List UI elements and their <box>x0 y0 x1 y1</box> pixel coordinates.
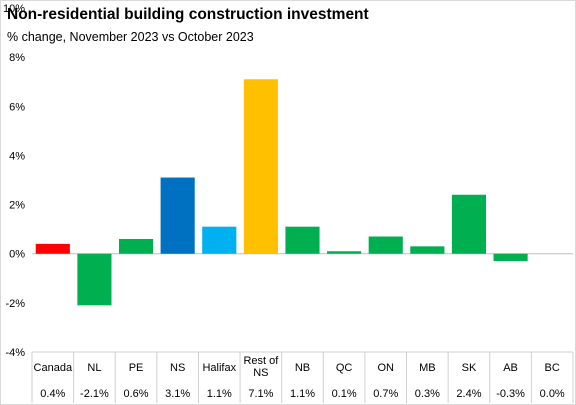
y-tick-label: 6% <box>9 101 25 113</box>
y-tick-label: 0% <box>9 249 25 261</box>
category-label: NB <box>295 362 310 374</box>
bar-9 <box>410 246 445 254</box>
data-label: -0.3% <box>496 388 525 400</box>
data-label: 1.1% <box>290 388 315 400</box>
category-label: Canada <box>34 362 73 374</box>
category-label: ON <box>377 362 394 374</box>
bar-2 <box>118 238 154 254</box>
y-tick-label: -4% <box>5 347 25 359</box>
bar-5 <box>243 79 278 254</box>
bar-8 <box>368 236 403 254</box>
y-tick-label: 8% <box>9 52 25 64</box>
data-label: 0.4% <box>40 388 65 400</box>
category-label: AB <box>503 362 518 374</box>
labels-layer: Canada 0.4% NL -2.1% PE 0.6% NS 3.1% Halifax 1.1%… <box>34 355 565 400</box>
data-label: 3.1% <box>165 388 190 400</box>
data-label: 1.1% <box>207 388 232 400</box>
category-label: NS <box>253 367 268 379</box>
bars-layer <box>35 79 528 306</box>
data-label: 0.7% <box>373 388 398 400</box>
category-label: Halifax <box>202 362 236 374</box>
bar-6 <box>285 226 320 254</box>
category-label: SK <box>462 362 477 374</box>
data-label: 7.1% <box>248 388 273 400</box>
data-label: 2.4% <box>456 388 481 400</box>
data-label: 0.0% <box>540 388 565 400</box>
axis-layer: -4% -2% 0% 2% 4% 6% 8% 10% <box>3 3 574 403</box>
bar-7 <box>327 251 362 254</box>
y-tick-label: 2% <box>9 200 25 212</box>
y-tick-label: 10% <box>3 3 25 15</box>
data-label: -2.1% <box>80 388 109 400</box>
category-label: QC <box>336 362 353 374</box>
bar-3 <box>160 177 195 254</box>
data-label: 0.3% <box>415 388 440 400</box>
category-label: NS <box>170 362 185 374</box>
category-label: MB <box>419 362 436 374</box>
data-label: 0.1% <box>332 388 357 400</box>
category-label: NL <box>87 362 101 374</box>
chart-subtitle: % change, November 2023 vs October 2023 <box>7 30 254 44</box>
chart-title: Non-residential building construction in… <box>7 6 369 23</box>
category-label: BC <box>545 362 560 374</box>
y-tick-label: 4% <box>9 150 25 162</box>
category-label: PE <box>129 362 144 374</box>
y-tick-label: -2% <box>5 298 25 310</box>
category-label: Rest of <box>243 355 279 367</box>
data-label: 0.6% <box>123 388 148 400</box>
bar-11 <box>493 253 528 262</box>
bar-1 <box>77 253 112 306</box>
bar-10 <box>451 194 487 254</box>
bar-4 <box>202 226 237 254</box>
bar-0 <box>35 243 70 254</box>
